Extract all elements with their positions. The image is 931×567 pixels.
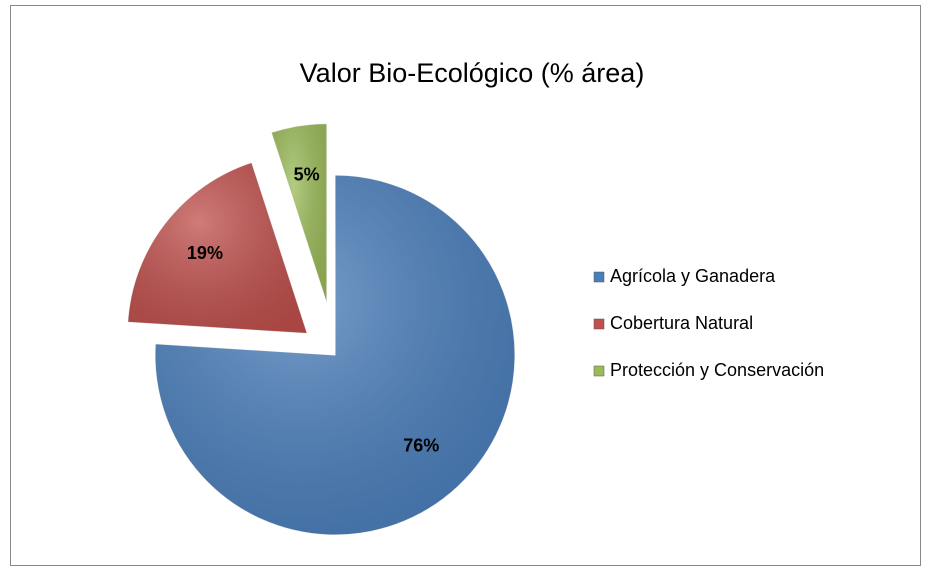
chart-title: Valor Bio-Ecológico (% área): [300, 58, 645, 88]
slice-shade: [127, 162, 308, 334]
data-label: 76%: [403, 436, 439, 456]
legend-swatch: [593, 365, 605, 377]
slice-shade: [271, 123, 327, 304]
data-label: 5%: [294, 164, 320, 184]
legend-label: Protección y Conservación: [610, 360, 824, 380]
legend-label: Cobertura Natural: [610, 313, 753, 333]
legend-label: Agrícola y Ganadera: [610, 266, 776, 286]
slice-shade: [155, 175, 515, 536]
data-label: 19%: [187, 243, 223, 263]
legend-swatch: [593, 271, 605, 283]
legend-swatch: [593, 318, 605, 330]
